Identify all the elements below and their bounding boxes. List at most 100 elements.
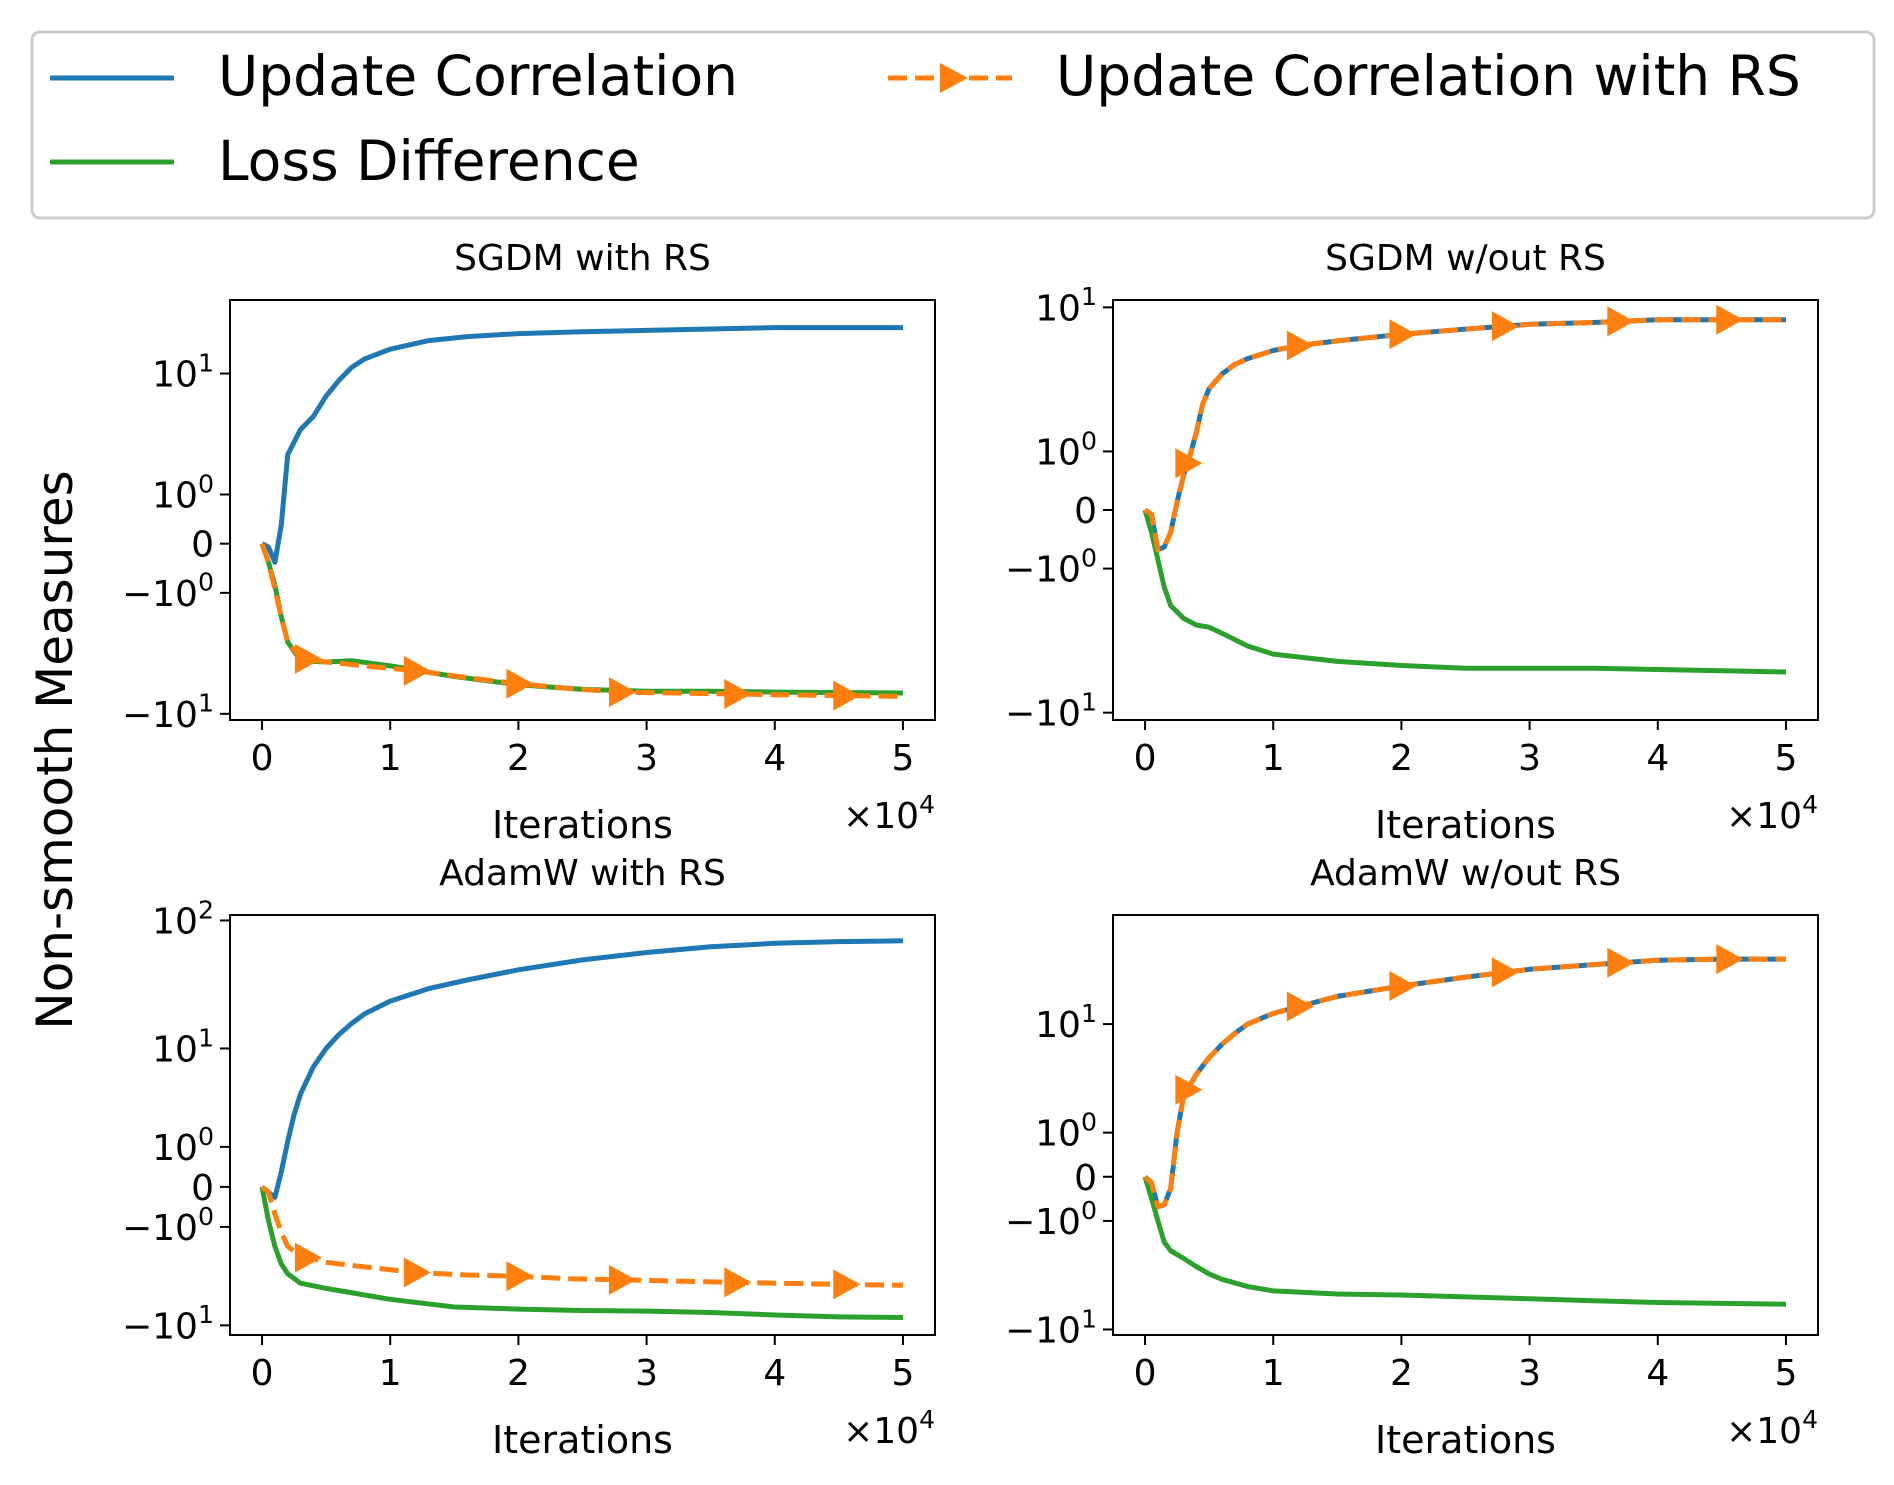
- y-tick-label-exp: 0: [198, 1202, 214, 1231]
- y-tick-label: 101: [1035, 999, 1097, 1046]
- x-tick-label: 5: [892, 1353, 915, 1394]
- x-tick-label: 3: [1518, 1353, 1541, 1394]
- x-tick-label: 5: [1775, 1353, 1798, 1394]
- y-tick-label: 100: [1035, 1108, 1097, 1155]
- series-marker-update-correlation-with-rs: [506, 1261, 534, 1292]
- legend-frame: [30, 30, 1876, 220]
- y-tick-label-base: −10: [122, 574, 198, 615]
- x-multiplier-exp: 4: [919, 790, 935, 819]
- series-marker-update-correlation-with-rs: [403, 1257, 431, 1288]
- series-marker-update-correlation-with-rs: [833, 1269, 861, 1300]
- plot-area: [1142, 304, 1787, 675]
- y-tick-label: 0: [191, 1168, 214, 1209]
- legend-label-update-correlation-rs: Update Correlation with RS: [1056, 44, 1801, 108]
- series-marker-update-correlation-with-rs: [294, 643, 322, 674]
- x-multiplier: ×104: [1726, 790, 1818, 837]
- subplot-title: SGDM w/out RS: [1325, 238, 1606, 279]
- x-tick-label: 4: [763, 738, 786, 779]
- series-line-update-correlation-with-rs: [260, 1184, 904, 1288]
- x-tick-label: 3: [635, 1353, 658, 1394]
- series-marker-update-correlation-with-rs: [1286, 330, 1314, 361]
- series-marker-update-correlation-with-rs: [403, 655, 431, 686]
- series-marker-update-correlation-with-rs: [1175, 448, 1203, 479]
- y-tick-label-base: −10: [122, 1208, 198, 1249]
- y-tick-label-base: 10: [1035, 432, 1081, 473]
- y-tick-label-exp: 1: [1081, 999, 1097, 1028]
- series-line-update-correlation: [1143, 956, 1786, 1210]
- x-tick-label: 1: [1262, 1353, 1285, 1394]
- series-marker-update-correlation-with-rs: [724, 1267, 752, 1298]
- y-tick-label: −101: [1005, 1304, 1097, 1351]
- y-tick-label-base: 10: [152, 355, 198, 396]
- y-tick-label-base: 10: [152, 1128, 198, 1169]
- subplot-title: SGDM with RS: [454, 238, 711, 279]
- x-multiplier-exp: 4: [1802, 1405, 1818, 1434]
- series-marker-update-correlation-with-rs: [1716, 944, 1744, 975]
- series-line-loss-difference: [259, 542, 904, 696]
- y-tick-label: 100: [152, 1122, 214, 1169]
- series-marker-update-correlation-with-rs: [1389, 971, 1417, 1002]
- axes-frame: [1112, 914, 1819, 1336]
- y-tick-label: −100: [1005, 543, 1097, 590]
- y-tick-label-base: 0: [1074, 491, 1097, 532]
- y-tick-label-base: 0: [191, 1168, 214, 1209]
- x-tick-label: 1: [379, 738, 402, 779]
- x-tick-label: 0: [1134, 738, 1157, 779]
- y-tick-label-base: −10: [1005, 1202, 1081, 1243]
- series-line-loss-difference: [1142, 509, 1787, 675]
- x-tick-label: 0: [251, 738, 274, 779]
- legend-label-loss-difference: Loss Difference: [218, 129, 640, 193]
- y-tick-label-exp: 0: [1081, 1196, 1097, 1225]
- y-tick-label-exp: 0: [198, 568, 214, 597]
- y-tick-label-exp: 0: [1081, 543, 1097, 572]
- x-tick-label: 4: [1646, 738, 1669, 779]
- x-tick-label: 4: [1646, 1353, 1669, 1394]
- series-marker-update-correlation-with-rs: [724, 679, 752, 710]
- series-line-update-correlation-with-rs: [259, 542, 904, 699]
- x-multiplier-base: ×10: [843, 796, 919, 837]
- axes-frame: [229, 299, 936, 721]
- x-multiplier-base: ×10: [843, 1411, 919, 1452]
- series-line-update-correlation: [260, 325, 903, 565]
- legend: Update Correlation Update Correlation wi…: [30, 30, 1876, 220]
- x-axis-label: Iterations: [1375, 803, 1556, 847]
- x-axis-label: Iterations: [1375, 1418, 1556, 1462]
- series-marker-update-correlation-with-rs: [1491, 311, 1519, 342]
- x-multiplier: ×104: [843, 790, 935, 837]
- subplot-title: AdamW with RS: [439, 853, 726, 894]
- x-multiplier: ×104: [843, 1405, 935, 1452]
- x-tick-label: 4: [763, 1353, 786, 1394]
- x-tick-label: 5: [892, 738, 915, 779]
- plot-area: [259, 325, 904, 711]
- y-tick-label: 101: [152, 348, 214, 395]
- series-marker-update-correlation-with-rs: [294, 1242, 322, 1273]
- x-multiplier-exp: 4: [919, 1405, 935, 1434]
- x-axis-label: Iterations: [492, 803, 673, 847]
- y-tick-label-exp: 1: [198, 348, 214, 377]
- y-tick-label-exp: 0: [1081, 426, 1097, 455]
- axes-frame: [1112, 299, 1819, 721]
- x-tick-label: 3: [1518, 738, 1541, 779]
- y-tick-label: 100: [152, 469, 214, 516]
- y-tick-label: −101: [122, 1300, 214, 1347]
- y-tick-label-base: 0: [191, 525, 214, 566]
- x-multiplier-base: ×10: [1726, 796, 1802, 837]
- y-tick-label-base: 10: [1035, 1114, 1081, 1155]
- series-marker-update-correlation-with-rs: [608, 1264, 636, 1295]
- y-tick-label-base: 10: [1035, 1005, 1081, 1046]
- y-tick-label: −100: [1005, 1196, 1097, 1243]
- x-multiplier-exp: 4: [1802, 790, 1818, 819]
- series-line-update-correlation: [1143, 317, 1786, 553]
- series-marker-update-correlation-with-rs: [1491, 957, 1519, 988]
- series-line-update-correlation-with-rs: [1143, 956, 1786, 1210]
- y-tick-label-exp: 2: [198, 895, 214, 924]
- series-marker-update-correlation-with-rs: [1389, 319, 1417, 350]
- y-tick-label-base: 10: [1035, 288, 1081, 329]
- y-tick-label: −101: [1005, 688, 1097, 735]
- y-tick-label-base: −10: [122, 1306, 198, 1347]
- x-tick-label: 1: [1262, 738, 1285, 779]
- plot-area: [1142, 944, 1787, 1307]
